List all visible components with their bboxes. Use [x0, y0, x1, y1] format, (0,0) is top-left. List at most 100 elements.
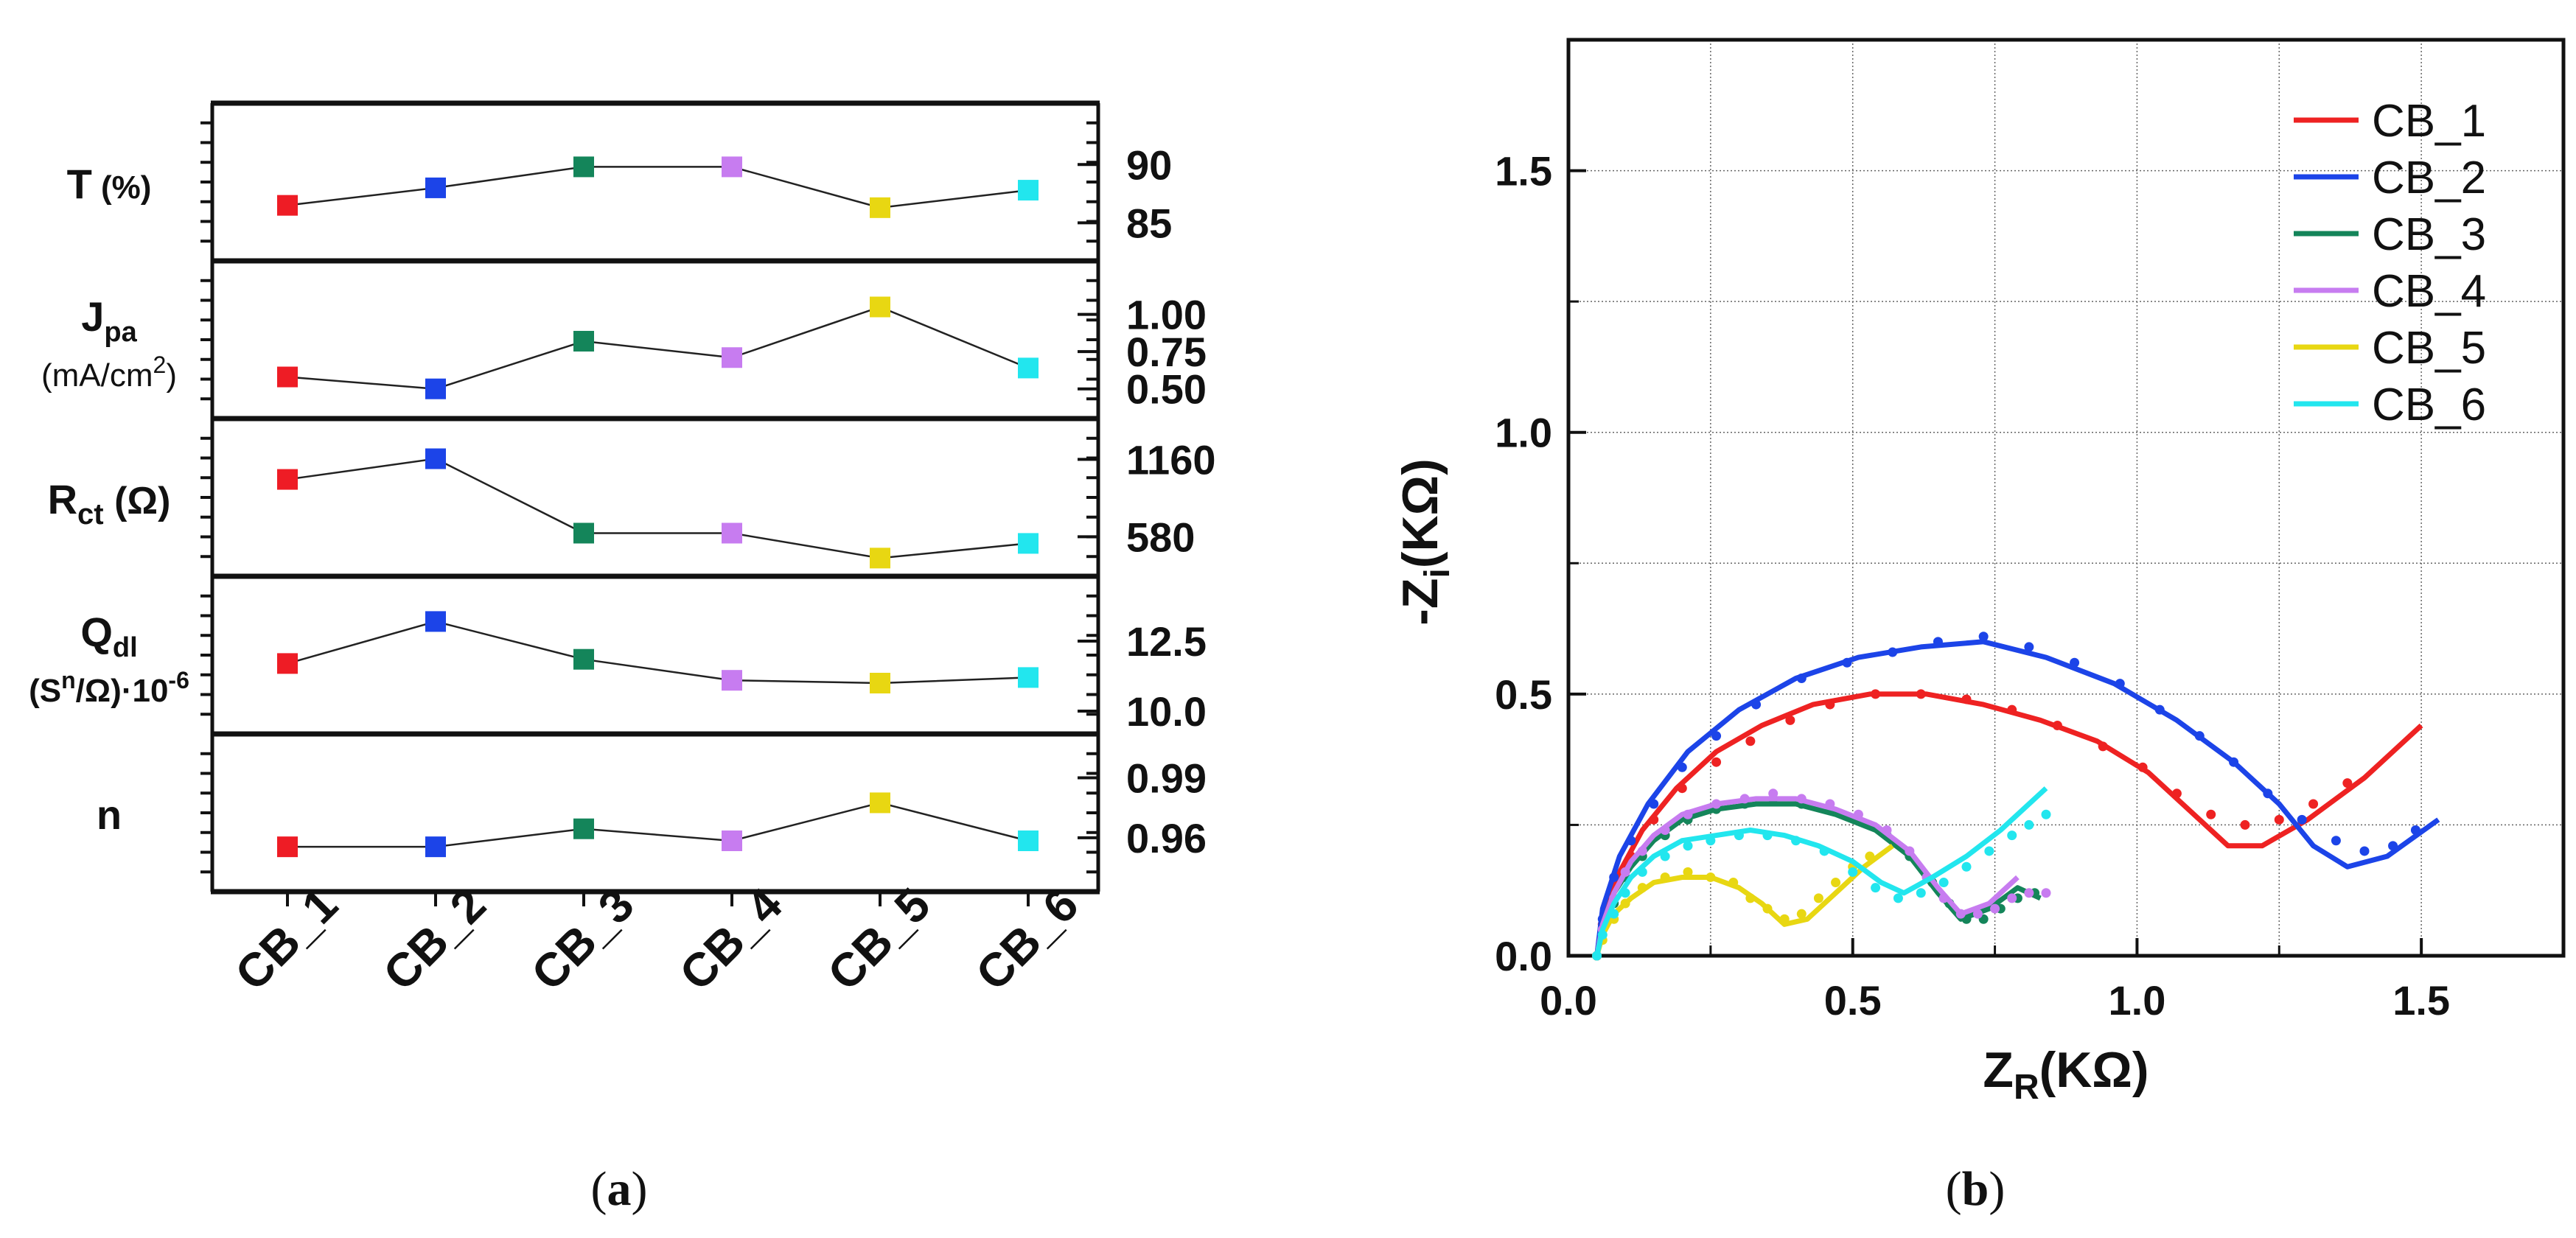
series-CB_4-data-point [1711, 799, 1722, 809]
row-Qdl-point-CB_2 [425, 611, 446, 632]
row-Rct-point-CB_5 [870, 548, 890, 569]
row-Jpa-point-CB_2 [425, 378, 446, 399]
series-CB_6-data-point [1660, 851, 1670, 861]
y-tick-label: 1.5 [1495, 148, 1552, 195]
series-CB_5-data-point [1683, 867, 1693, 877]
series-CB_6-data-point [1683, 841, 1693, 851]
series-CB_5-data-point [1728, 878, 1739, 888]
series-CB_2 [1592, 632, 2440, 961]
series-CB_1-data-point [1961, 694, 1972, 704]
series-CB_4-data-point [1990, 903, 2000, 914]
row-Rct-point-CB_2 [425, 448, 446, 469]
series-CB_1-data-point [2240, 819, 2250, 830]
series-CB_6-data-point [1609, 909, 1619, 919]
series-CB_6-data-point [2024, 819, 2034, 830]
row-n-point-CB_2 [425, 836, 446, 858]
series-CB_1-data-point [2342, 778, 2353, 788]
series-CB_4-data-point [1853, 809, 1863, 819]
series-CB_2-data-point [2331, 836, 2341, 846]
row-T-point-CB_4 [722, 156, 742, 178]
row-Qdl-label-sub: dl [113, 632, 138, 663]
series-CB_4-data-point [1620, 867, 1630, 877]
legend-label-CB_4: CB_4 [2372, 266, 2486, 317]
row-Jpa-point-CB_5 [870, 296, 890, 318]
series-CB_6-data-point [1791, 836, 1801, 846]
row-Jpa-series-line [287, 306, 1029, 390]
row-Jpa-tick-label: 0.50 [1126, 366, 1207, 413]
row-T-point-CB_2 [425, 177, 446, 198]
row-n-point-CB_5 [870, 792, 890, 814]
row-Jpa-label: Jpa [81, 293, 137, 348]
legend-label-CB_5: CB_5 [2372, 323, 2486, 374]
row-T-point-CB_6 [1018, 180, 1039, 201]
row-Rct-point-CB_3 [573, 522, 594, 544]
row-T-label: T (%) [67, 161, 152, 207]
row-n-point-CB_3 [573, 818, 594, 839]
series-CB_1-data-point [2098, 741, 2108, 752]
row-Qdl-label-main: Q [80, 609, 113, 655]
series-CB_6-data-point [1592, 951, 1602, 961]
series-CB_1-data-point [1677, 783, 1687, 794]
series-CB_1-data-point [2007, 704, 2017, 715]
series-CB_2-data-point [1933, 637, 1943, 647]
row-T-point-CB_5 [870, 197, 890, 218]
row-Rct-point-CB_6 [1018, 533, 1039, 554]
series-CB_1-data-point [1785, 715, 1795, 725]
series-CB_4-data-point [1768, 788, 1779, 799]
row-Qdl-series-line [287, 620, 1029, 685]
row-Rct-tick-label: 580 [1126, 514, 1195, 560]
series-CB_4-data-point [1796, 794, 1807, 804]
series-CB_1-data-point [1745, 736, 1756, 746]
row-Qdl-unit-main: (S [29, 673, 61, 709]
row-Jpa-point-CB_1 [277, 366, 298, 388]
series-CB_2-data-point [1978, 632, 1989, 642]
series-CB_6-data-point [1637, 867, 1647, 877]
y-tick-label: 0.0 [1495, 933, 1552, 979]
y-tick-label: 0.5 [1495, 671, 1552, 718]
series-CB_4-data-point [1825, 799, 1835, 809]
series-CB_1-data-point [1711, 757, 1722, 767]
series-CB_4-data-point [1739, 794, 1750, 804]
row-Qdl-tick-label: 10.0 [1126, 688, 1207, 735]
series-CB_2-data-point [2229, 757, 2239, 767]
row-n-tick-label: 0.96 [1126, 815, 1207, 861]
row-n-point-CB_6 [1018, 830, 1039, 851]
y-axis-title: -Zi(KΩ) [1392, 458, 1457, 625]
row-Jpa-unit-main: (mA/cm [41, 357, 153, 394]
row-Qdl-point-CB_4 [722, 670, 742, 691]
series-CB_4-data-point [2041, 888, 2051, 898]
series-CB_2-data-point [2410, 825, 2420, 836]
series-CB_5-data-point [1637, 883, 1647, 893]
series-CB_2-data-point [1751, 699, 1762, 710]
caption-b-letter: b [1962, 1162, 1989, 1216]
series-CB_2-data-point [2263, 788, 2273, 799]
y-tick-label: 1.0 [1495, 410, 1552, 456]
series-CB_4-data-point [1955, 909, 1966, 919]
y-axis-title-main: -Z [1392, 578, 1448, 626]
series-CB_2-data-point [2024, 642, 2034, 652]
row-Qdl-unit-end: /Ω)·10 [76, 673, 169, 709]
series-CB_5-data-point [1831, 878, 1841, 888]
legend-label-CB_3: CB_3 [2372, 209, 2486, 260]
row-Jpa-label-main: J [81, 293, 104, 340]
row-Rct: 580 1160 Rct (Ω) [48, 419, 1216, 576]
row-Jpa-label-sub: pa [104, 317, 137, 348]
plot-frame [1566, 38, 2566, 958]
series-CB_6-data-point [2007, 830, 2017, 841]
row-Jpa-point-CB_6 [1018, 357, 1039, 379]
row-Qdl-point-CB_3 [573, 648, 594, 670]
row-Rct-tick-label: 1160 [1126, 436, 1216, 483]
series-CB_6 [1592, 786, 2051, 961]
row-T-tick-label: 85 [1126, 200, 1172, 246]
row-T-tick-label: 90 [1126, 141, 1172, 188]
legend-label-CB_2: CB_2 [2372, 153, 2486, 203]
series-CB_4-data-point [2007, 893, 2017, 903]
caption-b: (b) [1946, 1162, 2006, 1216]
series-CB_5-fit-line [1594, 843, 1894, 957]
series-CB_6-data-point [1984, 846, 1994, 856]
series-CB_2-data-point [1649, 799, 1659, 809]
